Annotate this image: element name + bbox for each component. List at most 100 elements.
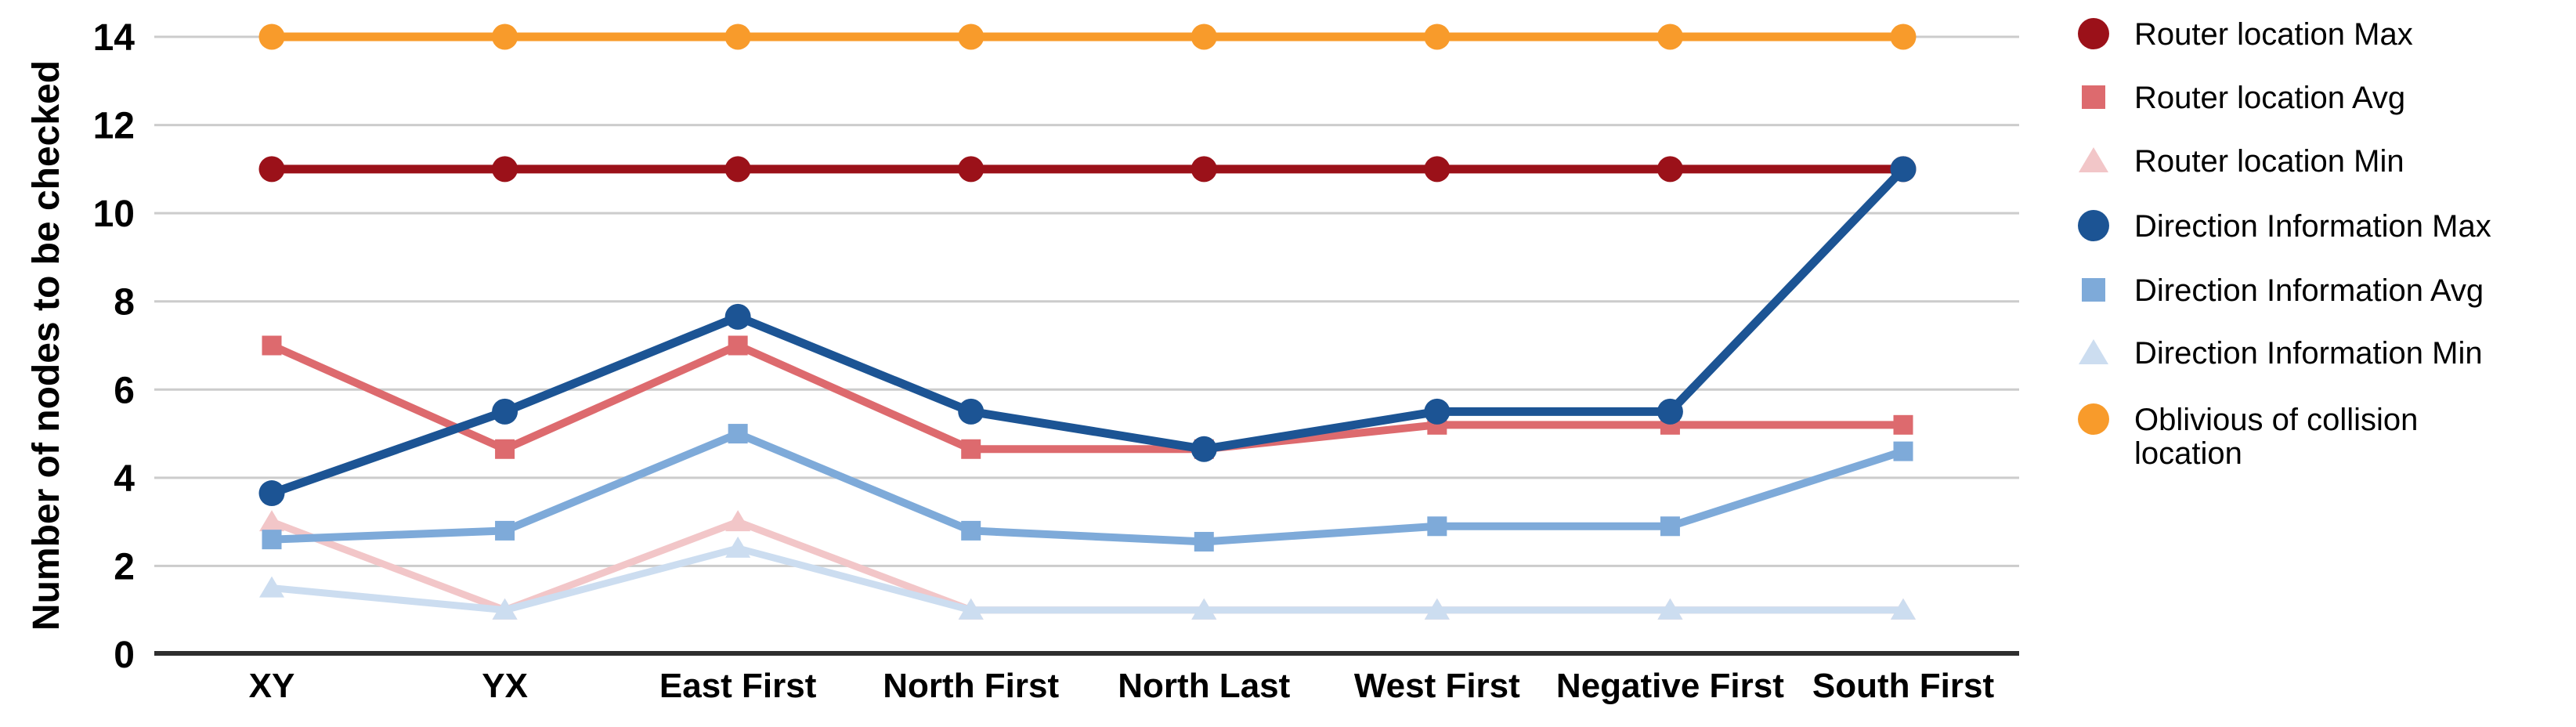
legend-marker-router-location-avg (2082, 85, 2105, 109)
legend-item-direction-information-min[interactable]: Direction Information Min (2079, 336, 2483, 371)
data-point-direction-information-max-north-last[interactable] (1190, 436, 1217, 462)
data-point-router-location-min-east-first[interactable] (725, 510, 751, 532)
data-point-oblivious-of-collision-location-east-first[interactable] (724, 24, 751, 50)
data-point-direction-information-max-xy[interactable] (258, 480, 285, 507)
data-point-oblivious-of-collision-location-north-last[interactable] (1190, 24, 1217, 50)
data-point-direction-information-max-north-first[interactable] (958, 398, 985, 425)
data-point-direction-information-max-east-first[interactable] (724, 303, 751, 330)
x-tick-label-negative-first: Negative First (1556, 667, 1784, 705)
data-point-direction-information-max-negative-first[interactable] (1657, 398, 1683, 425)
data-point-router-location-max-west-first[interactable] (1424, 156, 1451, 183)
legend-label-oblivious-of-collision-location-line2: location (2134, 436, 2242, 471)
y-axis-title: Number of nodes to be checked (26, 60, 67, 631)
series-direction-information-max (258, 156, 1917, 507)
data-point-direction-information-min-negative-first[interactable] (1657, 598, 1683, 620)
y-tick-label-2: 2 (114, 546, 135, 588)
series-line-direction-information-min (271, 544, 1903, 614)
legend-marker-router-location-max (2078, 18, 2109, 49)
data-point-router-location-avg-south-first[interactable] (1893, 414, 1913, 435)
legend-item-router-location-max[interactable]: Router location Max (2078, 17, 2413, 52)
x-tick-label-south-first: South First (1812, 667, 1995, 705)
y-tick-label-0: 0 (114, 635, 135, 676)
y-tick-label-8: 8 (114, 282, 135, 324)
data-point-router-location-avg-xy[interactable] (262, 335, 282, 356)
data-point-direction-information-min-west-first[interactable] (1424, 598, 1450, 620)
series-layer (258, 24, 1917, 620)
x-tick-label-north-last: North Last (1118, 667, 1290, 705)
legend-label-oblivious-of-collision-location: Oblivious of collision (2134, 403, 2418, 437)
y-tick-label-4: 4 (114, 458, 135, 500)
data-point-direction-information-max-south-first[interactable] (1890, 156, 1917, 183)
data-point-direction-information-avg-xy[interactable] (262, 530, 282, 550)
data-point-direction-information-avg-negative-first[interactable] (1660, 516, 1680, 537)
legend-label-direction-information-avg: Direction Information Avg (2134, 273, 2484, 308)
legend-marker-direction-information-min (2079, 339, 2108, 364)
data-point-router-location-max-xy[interactable] (258, 156, 285, 183)
data-point-direction-information-avg-yx[interactable] (495, 520, 515, 541)
x-tick-label-north-first: North First (883, 667, 1059, 705)
data-point-oblivious-of-collision-location-negative-first[interactable] (1657, 24, 1683, 50)
series-router-location-avg (262, 335, 1913, 459)
x-tick-label-west-first: West First (1354, 667, 1520, 705)
series-line-direction-information-max (270, 166, 1906, 497)
x-tick-label-yx: YX (482, 667, 528, 705)
data-point-direction-information-min-south-first[interactable] (1891, 598, 1916, 620)
legend-label-router-location-max: Router location Max (2134, 17, 2413, 52)
data-point-router-location-avg-yx[interactable] (495, 439, 515, 459)
legend: Router location Max Router location Avg Ro… (2078, 17, 2491, 471)
data-point-direction-information-avg-west-first[interactable] (1427, 516, 1447, 537)
legend-label-direction-information-min: Direction Information Min (2134, 336, 2483, 371)
data-point-router-location-max-yx[interactable] (492, 156, 518, 183)
data-point-router-location-min-xy[interactable] (259, 510, 284, 532)
x-tick-label-east-first: East First (659, 667, 817, 705)
series-direction-information-min (259, 536, 1916, 620)
data-point-oblivious-of-collision-location-north-first[interactable] (958, 24, 985, 50)
data-point-router-location-max-north-first[interactable] (958, 156, 985, 183)
data-point-router-location-max-east-first[interactable] (724, 156, 751, 183)
x-tick-label-xy: XY (249, 667, 295, 705)
data-point-direction-information-avg-north-last[interactable] (1194, 531, 1214, 552)
data-point-direction-information-min-yx[interactable] (492, 598, 518, 620)
legend-item-router-location-avg[interactable]: Router location Avg (2082, 81, 2405, 115)
legend-marker-router-location-min (2079, 147, 2108, 172)
legend-label-router-location-min: Router location Min (2134, 144, 2404, 179)
data-point-direction-information-max-west-first[interactable] (1424, 398, 1451, 425)
series-oblivious-of-collision-location (258, 24, 1917, 50)
legend-label-router-location-avg: Router location Avg (2134, 81, 2405, 115)
data-point-oblivious-of-collision-location-west-first[interactable] (1424, 24, 1451, 50)
series-line-router-location-avg (269, 342, 1903, 454)
y-tick-label-14: 14 (93, 17, 135, 59)
legend-item-router-location-min[interactable]: Router location Min (2079, 144, 2404, 179)
legend-marker-oblivious-of-collision-location (2078, 403, 2109, 435)
y-tick-label-10: 10 (93, 194, 135, 235)
data-point-direction-information-max-yx[interactable] (492, 398, 518, 425)
data-point-oblivious-of-collision-location-xy[interactable] (258, 24, 285, 50)
data-point-direction-information-min-north-last[interactable] (1191, 598, 1217, 620)
data-point-direction-information-min-east-first[interactable] (725, 536, 751, 558)
legend-item-direction-information-max[interactable]: Direction Information Max (2078, 209, 2491, 244)
data-point-router-location-max-north-last[interactable] (1190, 156, 1217, 183)
legend-item-direction-information-avg[interactable]: Direction Information Avg (2082, 273, 2484, 308)
data-point-direction-information-min-xy[interactable] (259, 576, 284, 598)
label-layer: Number of nodes to be checked 0 2 4 6 8 10 12 1… (26, 17, 1994, 705)
data-point-router-location-max-negative-first[interactable] (1657, 156, 1683, 183)
series-router-location-max (258, 156, 1917, 183)
data-point-oblivious-of-collision-location-south-first[interactable] (1890, 24, 1917, 50)
legend-marker-direction-information-avg (2082, 278, 2105, 302)
data-point-direction-information-avg-north-first[interactable] (961, 520, 981, 541)
data-point-direction-information-avg-south-first[interactable] (1893, 441, 1913, 461)
data-point-router-location-avg-east-first[interactable] (728, 335, 748, 356)
series-line-direction-information-avg (271, 429, 1905, 546)
data-point-direction-information-avg-east-first[interactable] (728, 424, 748, 444)
y-tick-label-6: 6 (114, 370, 135, 411)
y-tick-label-12: 12 (93, 106, 135, 147)
legend-marker-direction-information-max (2078, 210, 2109, 241)
data-point-router-location-avg-north-first[interactable] (961, 439, 981, 459)
data-point-oblivious-of-collision-location-yx[interactable] (492, 24, 518, 50)
legend-label-direction-information-max: Direction Information Max (2134, 209, 2491, 244)
grid-layer (154, 35, 2019, 567)
data-point-direction-information-min-north-first[interactable] (958, 598, 984, 620)
